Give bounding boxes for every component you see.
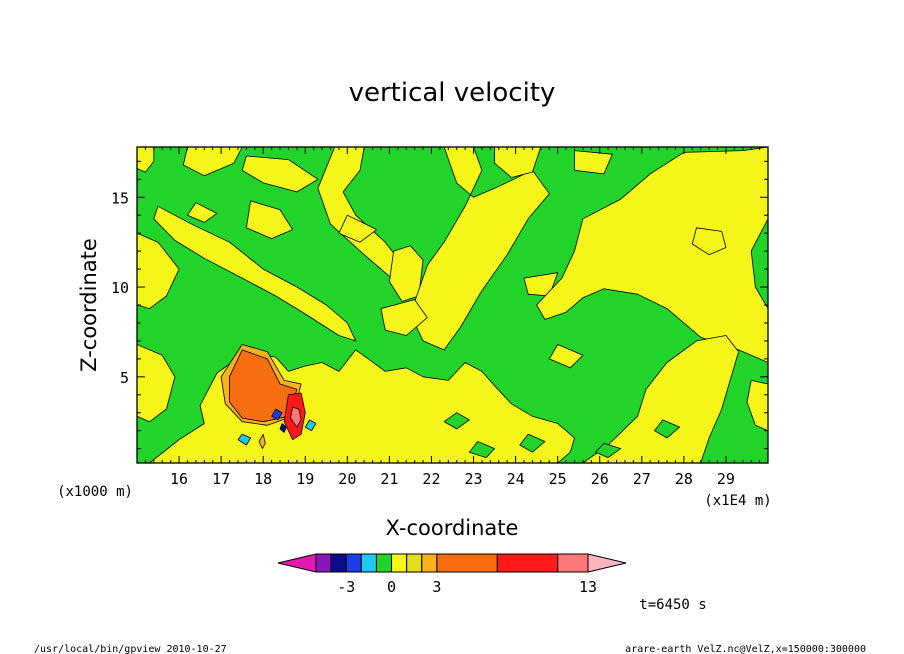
colorbar-bin bbox=[375, 553, 393, 573]
contour-region bbox=[271, 408, 283, 421]
y-tick-label: 10 bbox=[111, 279, 129, 297]
y-unit-label: (x1000 m) bbox=[57, 484, 133, 500]
colorbar-min-arrow bbox=[277, 553, 317, 573]
colorbar-label: 13 bbox=[579, 578, 597, 596]
contour-region bbox=[153, 205, 357, 342]
colorbar-bin bbox=[406, 553, 423, 573]
contour-region bbox=[654, 419, 681, 439]
colorbar-bin bbox=[345, 553, 362, 573]
footer-left: /usr/local/bin/gpview 2010-10-27 bbox=[34, 644, 227, 654]
x-tick-label: 24 bbox=[507, 470, 525, 488]
x-tick-label: 17 bbox=[212, 470, 230, 488]
contour-region bbox=[380, 299, 428, 336]
x-tick-label: 26 bbox=[591, 470, 609, 488]
colorbar-bin bbox=[436, 553, 498, 573]
contour-region bbox=[595, 442, 622, 459]
x-axis-ticks: 16 17 18 19 20 21 22 23 24 25 26 27 28 29 bbox=[144, 147, 761, 488]
contour-region bbox=[304, 419, 317, 432]
contour-region bbox=[519, 433, 546, 453]
contour-region bbox=[494, 147, 542, 178]
colorbar: -3 0 3 13 bbox=[277, 553, 627, 596]
colorbar-label: -3 bbox=[337, 578, 355, 596]
y-axis-ticks: 5 10 15 bbox=[111, 160, 768, 450]
x-tick-label: 18 bbox=[254, 470, 272, 488]
y-tick-label: 15 bbox=[111, 189, 129, 207]
y-axis-label: Z-coordinate bbox=[77, 238, 101, 372]
plot-area: 16 17 18 19 20 21 22 23 24 25 26 27 28 29 5 10 15 bbox=[111, 146, 769, 488]
contour-region bbox=[182, 147, 243, 177]
colorbar-bin bbox=[315, 553, 332, 573]
colorbar-max-arrow bbox=[587, 553, 627, 573]
colorbar-bin bbox=[496, 553, 559, 573]
contour-region bbox=[237, 433, 252, 446]
contour-region bbox=[137, 232, 180, 310]
x-tick-label: 28 bbox=[675, 470, 693, 488]
contour-region bbox=[245, 200, 294, 240]
colorbar-bin bbox=[391, 553, 408, 573]
contour-regions bbox=[137, 147, 768, 463]
contour-region bbox=[582, 335, 739, 463]
contour-region bbox=[409, 147, 550, 351]
colorbar-bin bbox=[421, 553, 438, 573]
contour-region bbox=[187, 202, 218, 223]
x-tick-label: 20 bbox=[338, 470, 356, 488]
x-axis-label: X-coordinate bbox=[386, 516, 519, 540]
x-tick-label: 16 bbox=[170, 470, 188, 488]
x-unit-label: (x1E4 m) bbox=[704, 493, 771, 509]
contour-region bbox=[536, 147, 768, 363]
x-tick-label: 22 bbox=[422, 470, 440, 488]
contour-region bbox=[279, 423, 287, 433]
chart-title: vertical velocity bbox=[349, 78, 556, 108]
time-label: t=6450 s bbox=[639, 597, 706, 613]
x-tick-label: 19 bbox=[296, 470, 314, 488]
footer-right: arare-earth_VelZ.nc@VelZ,x=150000:300000 bbox=[625, 644, 866, 654]
contour-region bbox=[746, 379, 768, 432]
x-tick-label: 25 bbox=[549, 470, 567, 488]
contour-region bbox=[548, 344, 584, 369]
x-tick-label: 29 bbox=[717, 470, 735, 488]
contour-region bbox=[468, 441, 496, 459]
colorbar-label: 0 bbox=[387, 578, 396, 596]
y-tick-label: 5 bbox=[120, 369, 129, 387]
contour-region bbox=[290, 406, 302, 428]
x-tick-label: 27 bbox=[633, 470, 651, 488]
contour-region bbox=[258, 433, 266, 450]
contour-region bbox=[137, 344, 176, 423]
contour-region bbox=[691, 227, 727, 256]
colorbar-bin bbox=[360, 553, 377, 573]
contour-region bbox=[443, 412, 470, 430]
contour-region bbox=[137, 147, 155, 173]
colorbar-bin bbox=[330, 553, 347, 573]
colorbar-bin bbox=[557, 553, 589, 573]
x-tick-label: 23 bbox=[465, 470, 483, 488]
colorbar-label: 3 bbox=[432, 578, 441, 596]
contour-region bbox=[241, 155, 319, 193]
x-tick-label: 21 bbox=[380, 470, 398, 488]
contour-region bbox=[338, 214, 378, 243]
